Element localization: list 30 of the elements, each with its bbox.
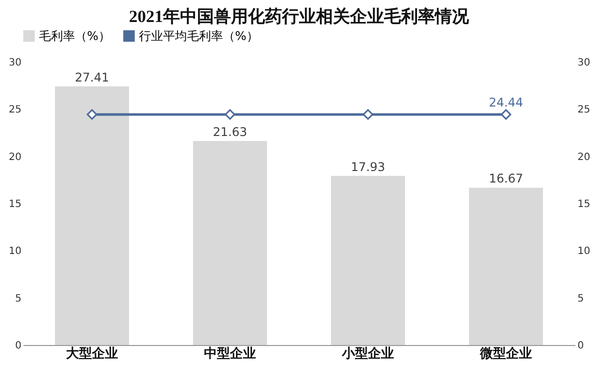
bar: [469, 188, 543, 345]
x-tick-label: 大型企业: [66, 346, 118, 362]
chart-title: 2021年中国兽用化药行业相关企业毛利率情况: [129, 7, 470, 26]
y-tick-label: 10: [8, 246, 22, 258]
bar: [193, 140, 267, 345]
x-tick-label: 微型企业: [479, 346, 532, 362]
data-label: 17.93: [350, 160, 386, 174]
y2-tick-label: 25: [578, 104, 590, 116]
legend-label: 毛利率（%）: [39, 29, 110, 43]
y-tick-label: 15: [8, 199, 22, 210]
y2-tick-label: 0: [578, 340, 584, 352]
y-tick-label: 25: [8, 104, 22, 116]
y2-tick-label: 30: [578, 58, 590, 68]
y-tick-label: 5: [15, 293, 22, 304]
data-label: 21.63: [212, 124, 248, 139]
legend-label: 行业平均毛利率（%）: [139, 29, 258, 43]
data-label: 27.41: [74, 70, 110, 84]
y-tick-label: 30: [8, 58, 22, 68]
y-tick-label: 20: [8, 152, 22, 163]
y2-tick-label: 15: [578, 199, 590, 210]
y2-tick-label: 20: [578, 152, 590, 163]
bar: [55, 86, 129, 345]
x-tick-label: 中型企业: [204, 346, 256, 362]
data-label: 16.67: [488, 172, 524, 186]
y2-tick-label: 5: [578, 293, 584, 304]
data-label: 24.44: [488, 95, 524, 110]
x-tick-label: 小型企业: [341, 346, 394, 362]
y2-tick-label: 10: [578, 246, 590, 258]
bar: [331, 176, 405, 345]
y-tick-label: 0: [15, 340, 22, 352]
